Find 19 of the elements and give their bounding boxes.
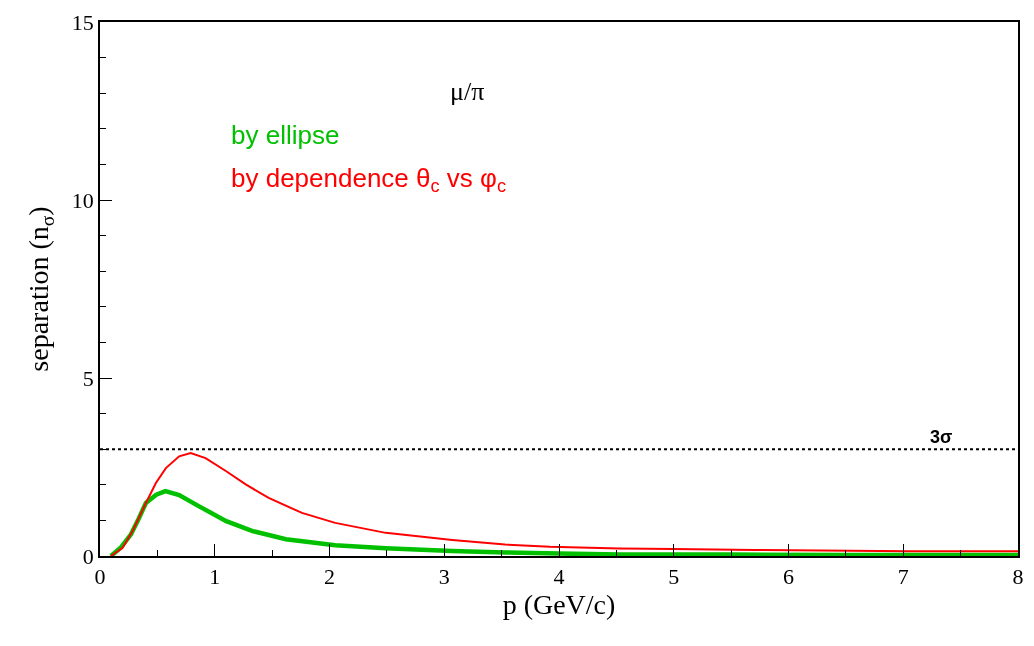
y-tick-label: 10 — [71, 187, 94, 213]
x-axis-title: p (GeV/c) — [502, 589, 616, 621]
text: by ellipse — [231, 120, 340, 150]
text: by dependence θ$_{c}$ vs φ$_{c}$ — [231, 163, 507, 197]
y-tick-label: 15 — [71, 9, 94, 35]
x-tick-label: 2 — [324, 564, 335, 590]
y-tick-label: 5 — [82, 365, 94, 391]
x-tick-label: 3 — [438, 564, 450, 590]
line-series — [109, 452, 1018, 556]
line-series — [108, 488, 1018, 556]
text: μ/π — [450, 77, 485, 106]
x-tick-label: 7 — [897, 564, 909, 590]
x-tick-label: 1 — [209, 564, 221, 590]
x-tick-label: 6 — [783, 564, 794, 590]
ref-line-label: 3σ — [930, 427, 953, 447]
x-tick-label: 8 — [1012, 564, 1024, 590]
y-tick-label: 0 — [82, 543, 94, 569]
x-tick-label: 5 — [668, 564, 680, 590]
x-tick-label: 4 — [553, 564, 565, 590]
